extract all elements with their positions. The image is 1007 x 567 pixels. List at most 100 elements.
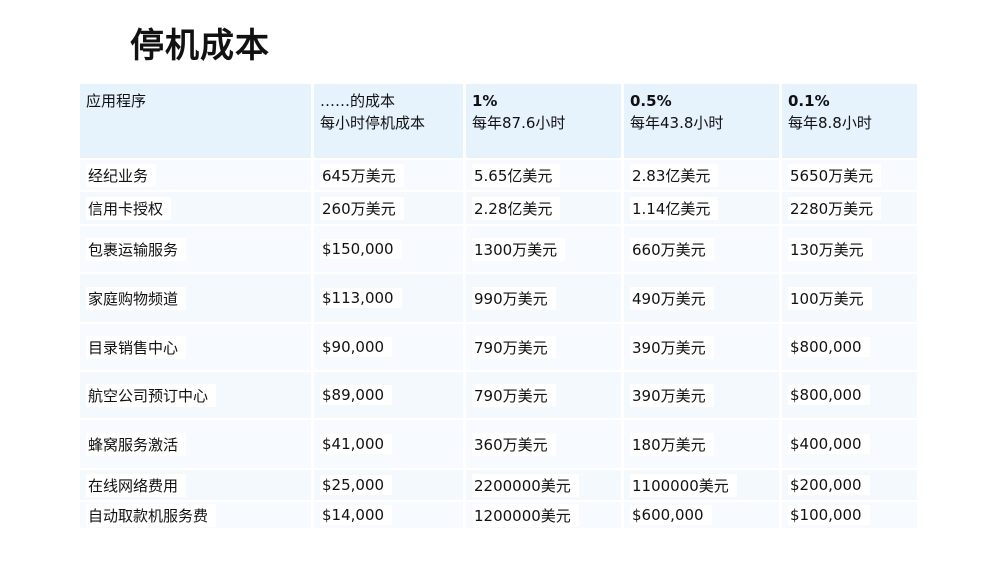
cell-hourly-cost-text: $90,000 <box>320 337 393 357</box>
cell-hourly-cost: $41,000 <box>314 420 466 470</box>
table-row: 自动取款机服务费 $14,000 1200000美元 $600,000 $100,000 <box>80 502 920 530</box>
cell-1pct-text: 1200000美元 <box>472 503 579 527</box>
cell-hourly-cost: $90,000 <box>314 324 466 372</box>
header-0-5pct-hours: 每年43.8小时 <box>630 114 724 132</box>
downtime-cost-table: 应用程序 ……的成本 每小时停机成本 1% 每年87.6小时 0.5% 每年43… <box>80 84 920 530</box>
cell-hourly-cost-text: $150,000 <box>320 239 402 259</box>
cell-hourly-cost-text: $113,000 <box>320 288 402 308</box>
cell-application: 经纪业务 <box>80 160 314 192</box>
cell-1pct-text: 790万美元 <box>472 383 556 407</box>
cell-hourly-cost: $25,000 <box>314 470 466 502</box>
cell-0-1pct-text: 130万美元 <box>788 237 872 261</box>
cell-0-1pct-text: 5650万美元 <box>788 163 882 187</box>
cell-1pct-text: 1300万美元 <box>472 237 566 261</box>
header-1pct-label: 1% <box>472 92 498 110</box>
cell-1pct-text: 790万美元 <box>472 335 556 359</box>
cell-0-1pct-text: $100,000 <box>788 505 870 525</box>
header-0-1pct: 0.1% 每年8.8小时 <box>782 84 920 160</box>
cell-application-text: 在线网络费用 <box>86 473 187 497</box>
cell-hourly-cost-text: $41,000 <box>320 434 393 454</box>
cell-0-5pct: 490万美元 <box>624 274 782 324</box>
cell-application: 包裹运输服务 <box>80 226 314 274</box>
cell-hourly-cost-text: 260万美元 <box>320 196 404 220</box>
cell-hourly-cost: $14,000 <box>314 502 466 530</box>
cell-0-5pct-text: 490万美元 <box>630 286 714 310</box>
cell-0-5pct: 1100000美元 <box>624 470 782 502</box>
cell-0-5pct: 2.83亿美元 <box>624 160 782 192</box>
cell-application: 航空公司预订中心 <box>80 372 314 420</box>
header-1pct: 1% 每年87.6小时 <box>466 84 624 160</box>
cell-application-text: 自动取款机服务费 <box>86 503 217 527</box>
cell-application: 在线网络费用 <box>80 470 314 502</box>
cell-hourly-cost: $150,000 <box>314 226 466 274</box>
table-header-row: 应用程序 ……的成本 每小时停机成本 1% 每年87.6小时 0.5% 每年43… <box>80 84 920 160</box>
table-row: 包裹运输服务 $150,000 1300万美元 660万美元 130万美元 <box>80 226 920 274</box>
cell-0-5pct-text: 1.14亿美元 <box>630 196 719 220</box>
cell-1pct: 1300万美元 <box>466 226 624 274</box>
cell-application-text: 家庭购物频道 <box>86 286 187 310</box>
cell-hourly-cost-text: $14,000 <box>320 505 393 525</box>
header-hourly-cost-line2: 每小时停机成本 <box>320 114 426 132</box>
cell-application-text: 目录销售中心 <box>86 335 187 359</box>
cell-1pct-text: 990万美元 <box>472 286 556 310</box>
table-row: 在线网络费用 $25,000 2200000美元 1100000美元 $200,000 <box>80 470 920 502</box>
table-row: 信用卡授权 260万美元 2.28亿美元 1.14亿美元 2280万美元 <box>80 192 920 226</box>
cell-0-1pct: 2280万美元 <box>782 192 920 226</box>
table-row: 家庭购物频道 $113,000 990万美元 490万美元 100万美元 <box>80 274 920 324</box>
cell-0-5pct-text: 2.83亿美元 <box>630 163 719 187</box>
page-title: 停机成本 <box>130 26 270 66</box>
cell-0-1pct: 100万美元 <box>782 274 920 324</box>
cell-application: 家庭购物频道 <box>80 274 314 324</box>
cell-hourly-cost-text: $25,000 <box>320 475 393 495</box>
cell-application-text: 蜂窝服务激活 <box>86 432 187 456</box>
cell-1pct: 790万美元 <box>466 324 624 372</box>
cell-0-1pct: 5650万美元 <box>782 160 920 192</box>
cell-0-5pct: 180万美元 <box>624 420 782 470</box>
cell-1pct-text: 2200000美元 <box>472 473 579 497</box>
cell-1pct: 790万美元 <box>466 372 624 420</box>
cell-1pct: 5.65亿美元 <box>466 160 624 192</box>
cell-application-text: 信用卡授权 <box>86 196 172 220</box>
cell-1pct: 2.28亿美元 <box>466 192 624 226</box>
cell-0-1pct-text: 100万美元 <box>788 286 872 310</box>
cell-0-1pct-text: $400,000 <box>788 434 870 454</box>
header-0-5pct: 0.5% 每年43.8小时 <box>624 84 782 160</box>
header-application: 应用程序 <box>80 84 314 160</box>
cell-0-1pct: $400,000 <box>782 420 920 470</box>
cell-0-5pct: 1.14亿美元 <box>624 192 782 226</box>
cell-application-text: 航空公司预订中心 <box>86 383 217 407</box>
cell-1pct: 1200000美元 <box>466 502 624 530</box>
cell-hourly-cost: 260万美元 <box>314 192 466 226</box>
cell-1pct: 990万美元 <box>466 274 624 324</box>
cell-1pct: 2200000美元 <box>466 470 624 502</box>
cell-0-1pct-text: $800,000 <box>788 385 870 405</box>
table-row: 航空公司预订中心 $89,000 790万美元 390万美元 $800,000 <box>80 372 920 420</box>
cell-0-5pct-text: 390万美元 <box>630 335 714 359</box>
table-row: 目录销售中心 $90,000 790万美元 390万美元 $800,000 <box>80 324 920 372</box>
header-hourly-cost: ……的成本 每小时停机成本 <box>314 84 466 160</box>
cell-hourly-cost-text: 645万美元 <box>320 163 404 187</box>
cell-hourly-cost-text: $89,000 <box>320 385 393 405</box>
cell-0-5pct-text: 1100000美元 <box>630 473 737 497</box>
cell-hourly-cost: 645万美元 <box>314 160 466 192</box>
header-0-5pct-label: 0.5% <box>630 92 672 110</box>
header-hourly-cost-line1: ……的成本 <box>320 92 396 110</box>
cell-application: 信用卡授权 <box>80 192 314 226</box>
cell-hourly-cost: $113,000 <box>314 274 466 324</box>
cell-application: 蜂窝服务激活 <box>80 420 314 470</box>
header-0-1pct-label: 0.1% <box>788 92 830 110</box>
cell-application-text: 包裹运输服务 <box>86 237 187 261</box>
cell-0-5pct-text: $600,000 <box>630 505 712 525</box>
cell-1pct: 360万美元 <box>466 420 624 470</box>
cell-hourly-cost: $89,000 <box>314 372 466 420</box>
cell-0-5pct: 660万美元 <box>624 226 782 274</box>
table-row: 经纪业务 645万美元 5.65亿美元 2.83亿美元 5650万美元 <box>80 160 920 192</box>
cell-0-5pct-text: 180万美元 <box>630 432 714 456</box>
cell-0-5pct-text: 660万美元 <box>630 237 714 261</box>
cell-0-1pct-text: $800,000 <box>788 337 870 357</box>
header-1pct-hours: 每年87.6小时 <box>472 114 566 132</box>
cell-0-5pct: 390万美元 <box>624 324 782 372</box>
cell-1pct-text: 2.28亿美元 <box>472 196 561 220</box>
cell-0-1pct: $200,000 <box>782 470 920 502</box>
header-0-1pct-hours: 每年8.8小时 <box>788 114 872 132</box>
